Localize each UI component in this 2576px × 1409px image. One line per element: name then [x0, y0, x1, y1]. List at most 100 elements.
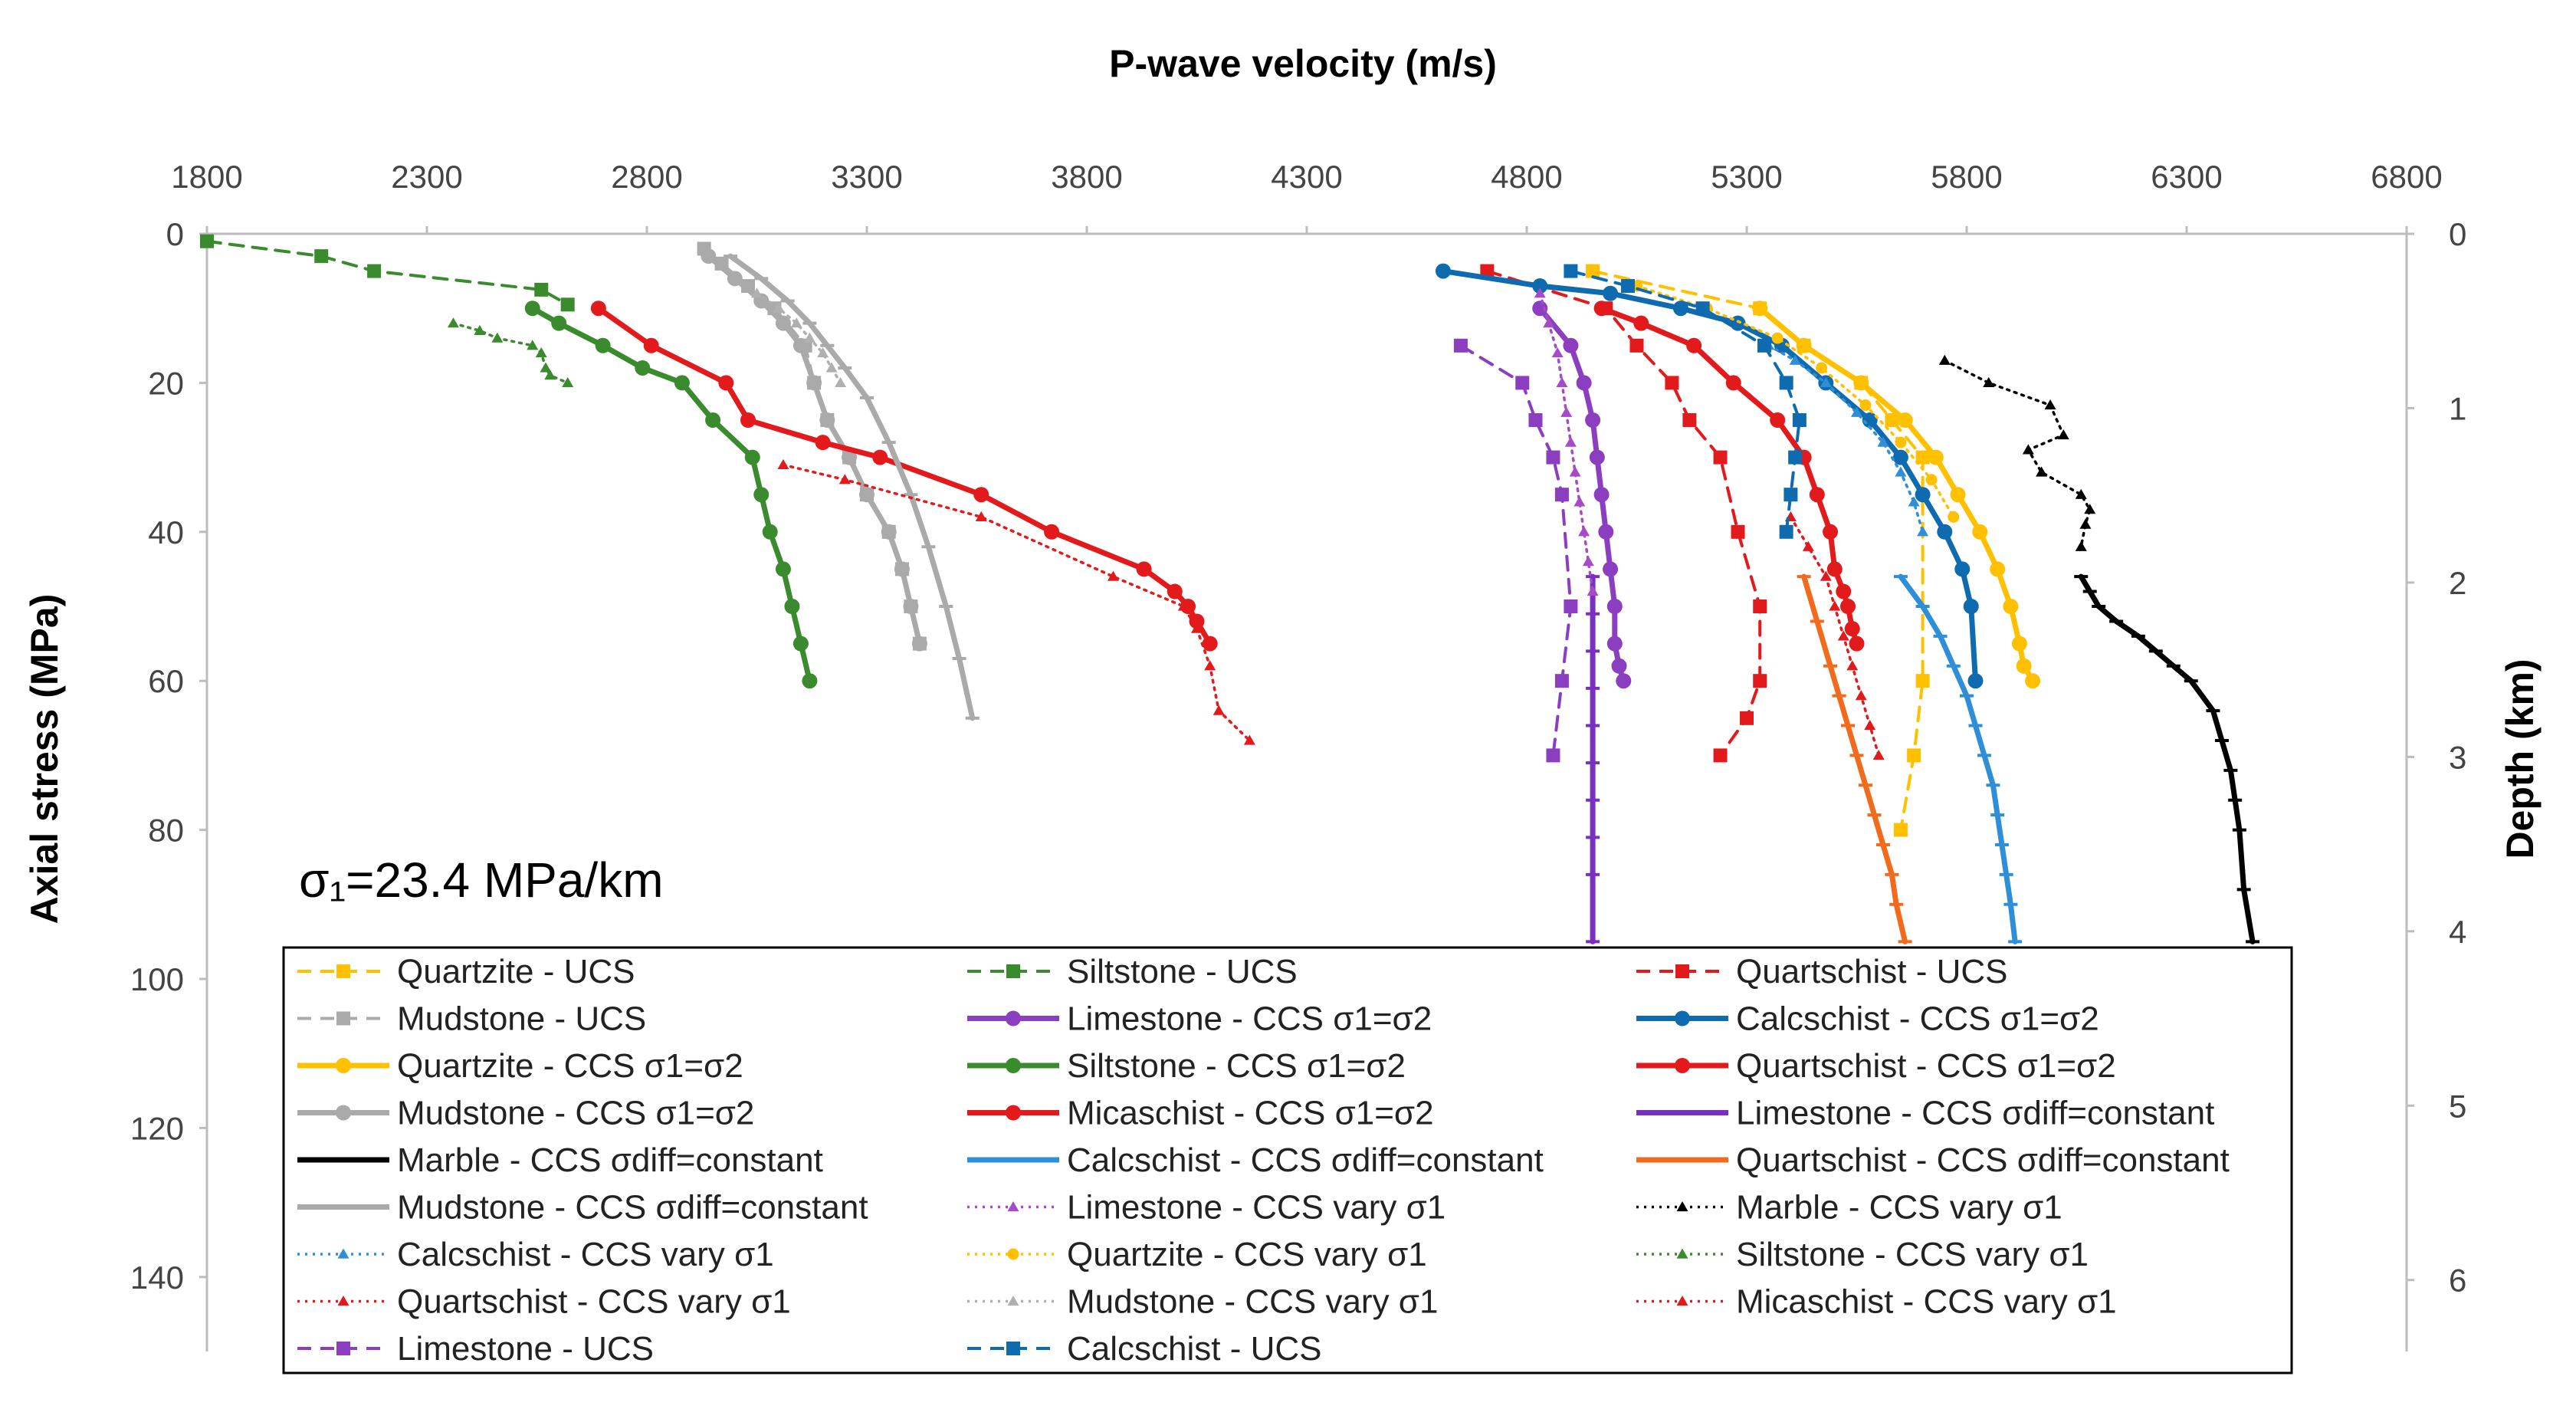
data-point: [973, 487, 989, 503]
data-point: [1167, 583, 1183, 599]
legend-label: Micaschist - CCS σ1=σ2: [1067, 1095, 1434, 1132]
legend-item: Quartschist - CCS σdiff=constant: [1636, 1141, 2230, 1179]
y2-tick-label: 0: [2449, 216, 2466, 252]
series-limestone-ccs-vary-s1: [1534, 287, 1599, 596]
series-line: [727, 253, 976, 721]
legend-item: Siltstone - CCS vary σ1: [1636, 1236, 2089, 1273]
data-point: [753, 487, 770, 503]
data-point: [200, 234, 214, 248]
legend-item: Micaschist - CCS σ1=σ2: [967, 1095, 1434, 1132]
legend-item: Calcschist - CCS σ1=σ2: [1636, 1000, 2099, 1038]
x-tick-label: 2800: [611, 159, 682, 195]
y2-tick-label: 4: [2449, 914, 2466, 950]
y2-tick-label: 5: [2449, 1088, 2466, 1124]
data-point: [1598, 524, 1614, 540]
data-point: [560, 297, 575, 312]
data-point: [1784, 488, 1798, 502]
data-point: [534, 282, 549, 297]
legend-label: Mudstone - CCS σ1=σ2: [397, 1095, 754, 1132]
data-point: [1603, 285, 1619, 301]
data-point: [367, 264, 382, 278]
data-point: [1593, 301, 1610, 317]
data-point: [1435, 263, 1451, 279]
y2-tick-label: 3: [2449, 739, 2466, 775]
data-point: [1204, 660, 1216, 671]
data-point: [1915, 674, 1930, 688]
data-point: [635, 360, 651, 376]
x-tick-label: 6800: [2371, 159, 2442, 195]
data-point: [1771, 332, 1784, 344]
data-point: [1107, 570, 1119, 581]
series-quartschist-ccs-vary-s1: [1784, 511, 1885, 760]
legend-label: Quartzite - CCS vary σ1: [1067, 1236, 1427, 1273]
data-point: [1564, 436, 1577, 447]
data-point: [1611, 658, 1627, 674]
legend-item: Calcschist - UCS: [967, 1330, 1322, 1368]
text-layer: P-wave velocity (m/s) Axial stress (MPa)…: [23, 42, 2542, 924]
legend-label: Quartzite - UCS: [397, 953, 635, 990]
data-point: [1770, 412, 1786, 428]
data-point: [2075, 540, 2087, 551]
data-point: [2011, 636, 2027, 652]
data-point: [705, 412, 721, 428]
y-axis-title: Axial stress (MPa): [23, 594, 66, 925]
data-point: [1603, 561, 1619, 577]
legend-swatch-marker: [336, 1011, 350, 1026]
x-tick-label: 3800: [1051, 159, 1122, 195]
series-line: [205, 239, 569, 307]
data-point: [2084, 504, 2096, 514]
data-point: [1849, 636, 1865, 652]
data-point: [1569, 466, 1581, 477]
legend-item: Mudstone - CCS vary σ1: [967, 1283, 1438, 1321]
legend-item: Limestone - CCS vary σ1: [967, 1189, 1446, 1227]
data-point: [1851, 406, 1862, 417]
data-point: [1589, 449, 1605, 465]
data-point: [1563, 337, 1579, 353]
data-point: [1829, 600, 1841, 611]
legend-swatch-marker: [1676, 1201, 1688, 1212]
data-point: [784, 599, 800, 614]
data-point: [1816, 362, 1828, 374]
series-line: [1599, 305, 1859, 647]
data-point: [1796, 337, 1812, 353]
legend-box: [282, 946, 2293, 1375]
data-point: [2025, 673, 2041, 689]
legend-label: Mudstone - UCS: [397, 1000, 646, 1038]
data-point: [1928, 449, 1944, 465]
data-point: [1554, 488, 1569, 502]
data-point: [1480, 264, 1495, 278]
data-point: [777, 458, 789, 469]
data-point: [562, 376, 574, 388]
legend-item: Mudstone - CCS σdiff=constant: [297, 1189, 868, 1227]
data-point: [1532, 301, 1548, 317]
data-point: [590, 301, 606, 317]
data-point: [314, 249, 329, 264]
data-point: [1621, 279, 1636, 294]
legend-label: Limestone - UCS: [397, 1330, 654, 1368]
data-point: [2057, 429, 2069, 440]
legend-swatch-marker: [337, 1248, 349, 1259]
legend-label: Marble - CCS σdiff=constant: [397, 1141, 823, 1179]
data-point: [1820, 376, 1832, 388]
data-point: [1895, 466, 1907, 477]
legend-item: Mudstone - CCS σ1=σ2: [297, 1095, 754, 1132]
data-point: [1682, 413, 1697, 427]
data-point: [1789, 354, 1801, 365]
data-point: [1177, 600, 1190, 611]
data-point: [1864, 720, 1876, 731]
series-line: [702, 247, 921, 645]
series-mudstone-ccs-s1-s2: [701, 248, 927, 652]
data-point: [1954, 561, 1971, 577]
data-point: [1967, 673, 1984, 689]
data-point: [894, 561, 910, 577]
legend-swatch-marker: [1007, 1201, 1019, 1212]
series-marble-ccs-vary-s1: [1938, 354, 2096, 551]
series-calcschist-ccs-sdiff-constant: [1893, 573, 2023, 944]
legend-swatch-marker: [337, 1296, 349, 1306]
legend-label: Quartschist - CCS σdiff=constant: [1736, 1141, 2230, 1179]
legend-swatch-marker: [1675, 1010, 1690, 1026]
data-point: [1713, 748, 1728, 763]
data-point: [815, 435, 831, 451]
series-line: [1801, 573, 1908, 944]
series-line: [1943, 359, 2092, 548]
